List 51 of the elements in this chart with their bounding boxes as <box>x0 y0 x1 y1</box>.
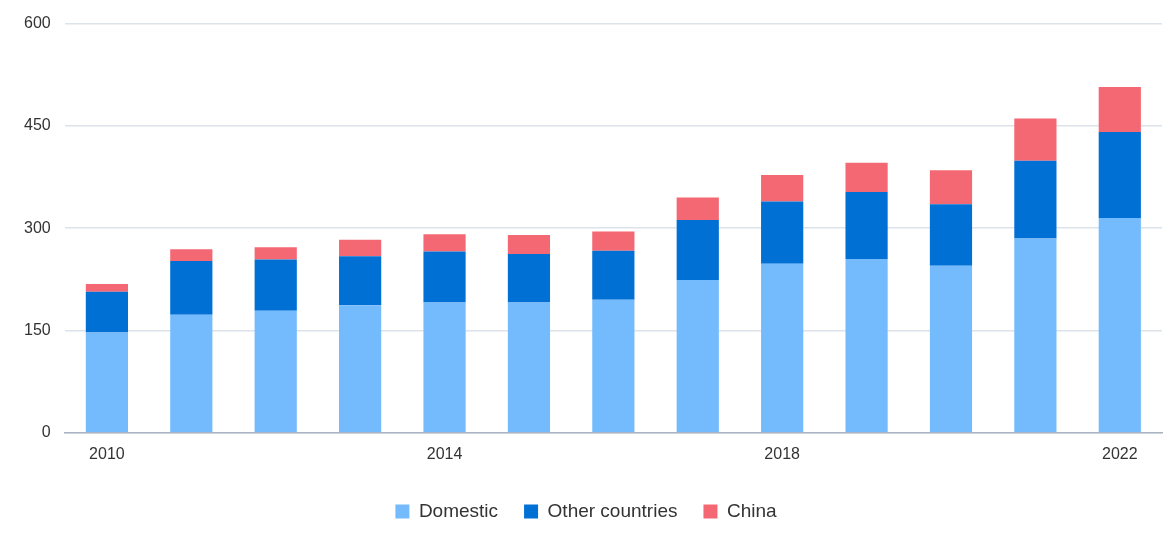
y-tick-label: 600 <box>23 14 51 32</box>
bar <box>761 201 804 264</box>
bar <box>845 192 888 259</box>
bar <box>929 170 973 205</box>
bar <box>254 247 297 260</box>
bar <box>507 235 551 255</box>
legend-label: Other countries <box>547 499 678 521</box>
bar <box>845 258 888 433</box>
y-tick-label: 0 <box>41 423 51 441</box>
bar <box>1098 132 1141 218</box>
bar <box>1014 118 1057 161</box>
x-tick-label: 2018 <box>764 444 801 462</box>
bar <box>592 250 635 300</box>
bar <box>1014 160 1057 239</box>
bar <box>592 231 635 251</box>
bar <box>507 302 551 433</box>
bar <box>676 220 719 281</box>
bar <box>1098 87 1141 133</box>
x-tick-label: 2022 <box>1102 444 1138 462</box>
bar <box>761 263 804 433</box>
y-tick-label: 450 <box>23 116 51 134</box>
bar <box>592 299 635 433</box>
bar <box>423 302 466 433</box>
legend-label: China <box>726 499 778 521</box>
bar <box>1014 238 1057 433</box>
y-tick-label: 150 <box>23 320 51 338</box>
bar <box>85 291 128 333</box>
bar <box>339 256 382 306</box>
bar <box>423 251 466 303</box>
x-tick-label: 2014 <box>426 444 463 462</box>
bar <box>1098 217 1141 433</box>
bar <box>423 234 466 252</box>
bar <box>339 239 382 257</box>
bar <box>845 162 888 193</box>
bar <box>929 204 973 266</box>
bar <box>85 284 128 292</box>
x-tick-label: 2010 <box>89 444 125 462</box>
y-tick-label: 300 <box>23 218 51 236</box>
bar <box>339 305 382 433</box>
bar <box>170 314 213 433</box>
bar <box>170 249 213 261</box>
legend-label: Domestic <box>418 499 499 521</box>
bar <box>254 310 297 433</box>
bar <box>761 175 804 202</box>
bar <box>929 265 973 433</box>
bar <box>507 254 551 303</box>
bar <box>170 260 213 315</box>
bar <box>254 259 297 311</box>
bar <box>676 280 719 433</box>
bar <box>676 197 719 221</box>
bar <box>85 332 128 433</box>
